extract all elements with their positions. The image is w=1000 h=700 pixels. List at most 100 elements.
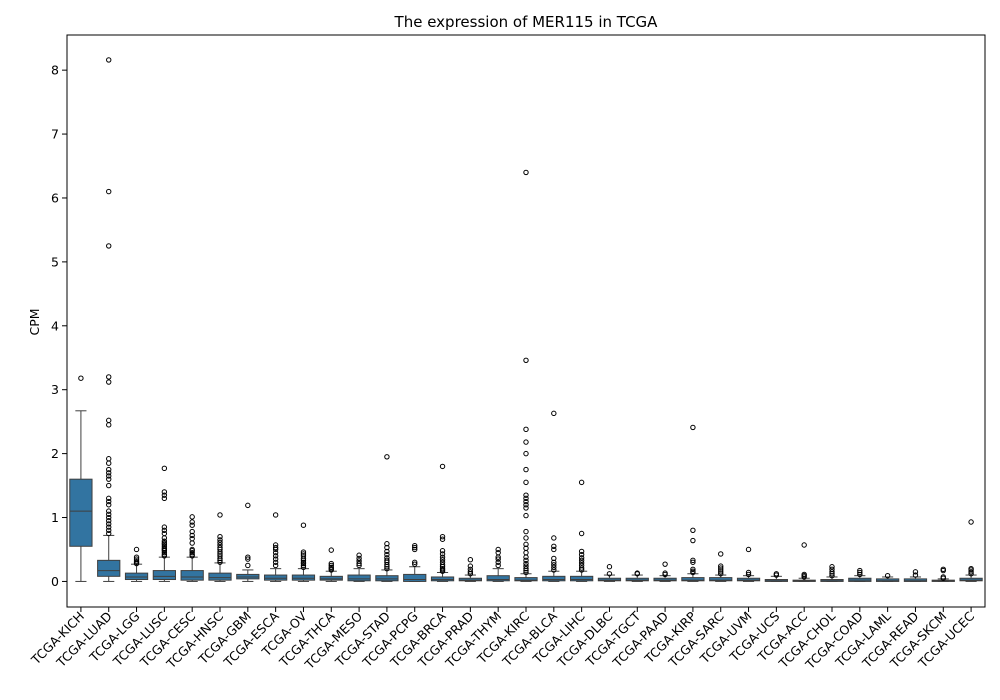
outlier-point	[551, 543, 557, 549]
outlier-point	[912, 572, 919, 578]
outlier-point	[272, 544, 279, 551]
outlier-point	[384, 551, 390, 558]
outlier-point	[106, 527, 112, 534]
outlier-point	[523, 426, 529, 433]
outlier-point	[189, 522, 195, 528]
box	[458, 577, 482, 582]
outlier-point	[662, 570, 668, 576]
outlier-point	[106, 476, 112, 482]
outlier-point	[106, 57, 112, 63]
outlier-point	[161, 524, 168, 530]
outlier-point	[523, 502, 529, 508]
outlier-point	[161, 492, 168, 498]
outlier-point	[161, 465, 168, 472]
outlier-point	[78, 375, 84, 381]
outlier-point	[272, 556, 279, 562]
outlier-point	[384, 565, 390, 572]
y-axis-label: CPM	[27, 308, 42, 335]
outlier-point	[523, 554, 529, 560]
plot-area: 012345678TCGA-KICHTCGA-LUADTCGA-LGGTCGA-…	[28, 57, 983, 673]
box	[69, 478, 93, 547]
y-tick-label: 0	[51, 574, 59, 589]
y-tick-label: 2	[51, 446, 59, 461]
outlier-point	[439, 548, 446, 554]
outlier-point	[551, 535, 557, 541]
outlier-point	[523, 505, 529, 511]
y-tick-label: 1	[51, 510, 59, 525]
outlier-point	[272, 559, 279, 565]
outlier-point	[412, 544, 418, 551]
outlier-point	[578, 530, 585, 537]
outlier-point	[690, 559, 696, 565]
box	[486, 575, 510, 582]
box	[514, 577, 538, 582]
box	[681, 577, 705, 582]
box	[291, 574, 316, 581]
outlier-point	[551, 564, 557, 571]
outlier-point	[634, 570, 640, 576]
outlier-point	[718, 551, 724, 557]
y-tick-label: 8	[51, 63, 59, 78]
outlier-point	[523, 439, 529, 445]
outlier-point	[718, 563, 724, 569]
outlier-point	[356, 555, 362, 562]
outlier-point	[467, 563, 474, 569]
outlier-point	[106, 511, 112, 518]
outlier-point	[384, 454, 390, 460]
outlier-point	[133, 546, 140, 553]
outlier-point	[300, 553, 307, 559]
outlier-point	[523, 563, 529, 569]
outlier-point	[300, 559, 307, 565]
outlier-point	[439, 557, 446, 563]
outlier-point	[161, 545, 168, 551]
box	[180, 570, 204, 581]
outlier-point	[412, 561, 418, 567]
outlier-point	[523, 466, 529, 473]
outlier-point	[745, 569, 752, 576]
outlier-point	[133, 558, 140, 564]
box	[319, 575, 343, 581]
outlier-point	[968, 565, 974, 572]
outlier-point	[578, 562, 585, 569]
outlier-point	[161, 535, 168, 541]
outlier-point	[106, 422, 112, 428]
outlier-point	[272, 562, 279, 569]
outlier-point	[106, 495, 112, 502]
outlier-point	[523, 495, 529, 502]
outlier-point	[439, 565, 446, 572]
outlier-point	[745, 571, 752, 578]
outlier-point	[217, 539, 223, 546]
outlier-point	[133, 556, 140, 562]
outlier-point	[106, 470, 112, 476]
outlier-point	[551, 567, 557, 573]
box	[403, 573, 427, 582]
outlier-point	[356, 552, 362, 558]
y-tick-label: 4	[51, 318, 59, 333]
outlier-point	[106, 374, 112, 380]
outlier-point	[523, 528, 529, 535]
outlier-point	[439, 463, 446, 470]
outlier-point	[912, 569, 919, 575]
outlier-point	[189, 540, 195, 546]
outlier-point	[106, 379, 112, 385]
outlier-point	[189, 535, 195, 542]
outlier-point	[439, 551, 446, 557]
outlier-point	[439, 559, 446, 565]
outlier-point	[662, 561, 668, 567]
outlier-point	[718, 571, 724, 577]
outlier-point	[523, 557, 529, 564]
outlier-point	[384, 544, 390, 551]
outlier-point	[161, 495, 168, 502]
outlier-point	[300, 549, 307, 555]
outlier-point	[690, 568, 696, 574]
outlier-point	[551, 555, 557, 562]
outlier-point	[272, 549, 279, 556]
y-tick-label: 6	[51, 190, 59, 205]
outlier-point	[801, 542, 807, 548]
box	[653, 577, 677, 582]
outlier-point	[272, 512, 279, 518]
outlier-point	[467, 566, 474, 572]
outlier-point	[356, 558, 362, 564]
y-tick-label: 5	[51, 254, 59, 269]
outlier-point	[829, 569, 835, 575]
